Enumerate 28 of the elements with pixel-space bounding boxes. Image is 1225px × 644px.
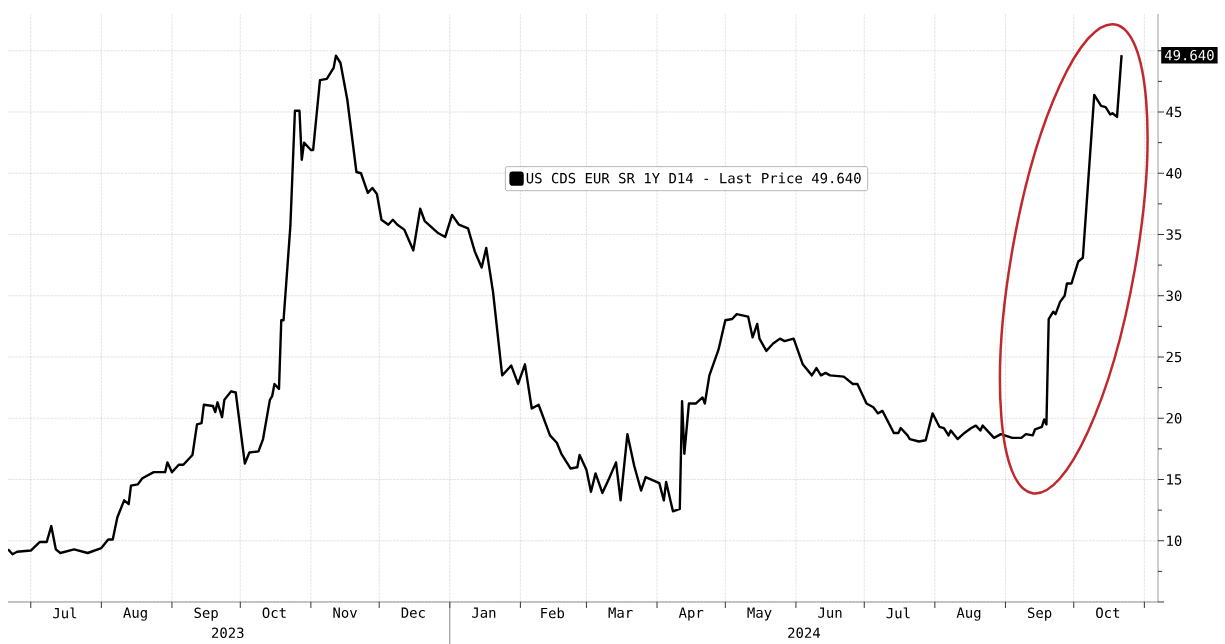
y-tick-label: 10 xyxy=(1167,535,1182,547)
y-tick-label: 15 xyxy=(1167,474,1182,485)
y-tick-label: 25 xyxy=(1166,351,1182,363)
x-tick-label: Sep xyxy=(194,607,218,621)
y-tick-label: 20 xyxy=(1166,412,1182,424)
legend-label: US CDS EUR SR 1Y D14 - Last Price 49.640 xyxy=(526,172,861,184)
x-tick-label: Jul xyxy=(53,607,77,619)
x-tick-label: Apr xyxy=(678,607,704,621)
y-tick-label: 30 xyxy=(1166,290,1182,302)
y-tick-label: 45 xyxy=(1166,106,1182,118)
text: 49.640 xyxy=(1164,49,1214,61)
x-tick-label: Aug xyxy=(956,607,981,621)
y-tick-label: 35 xyxy=(1166,229,1182,240)
y-tick-label: 40 xyxy=(1166,167,1182,179)
text: 2023 xyxy=(211,627,244,639)
x-tick-label: May xyxy=(747,607,772,621)
x-tick-label: Jul xyxy=(886,607,910,619)
x-tick-label: Mar xyxy=(608,607,633,618)
x-tick-label: Aug xyxy=(123,607,147,621)
x-tick-label: Oct xyxy=(1096,607,1120,619)
x-tick-label: Jan xyxy=(472,607,496,618)
x-tick-label: Feb xyxy=(541,607,565,619)
x-tick-label: Oct xyxy=(262,607,286,619)
x-tick-label: Dec xyxy=(401,607,425,618)
x-tick-label: Sep xyxy=(1027,607,1052,621)
text: 2024 xyxy=(788,627,821,639)
x-tick-label: Nov xyxy=(333,607,357,618)
x-tick-label: Jun xyxy=(818,607,842,618)
